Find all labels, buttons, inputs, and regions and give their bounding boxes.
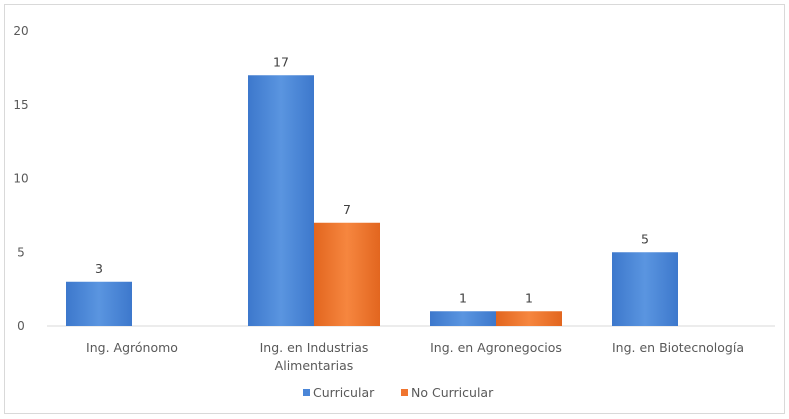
data-labels: 3 17 7 1 1 5 (95, 54, 649, 305)
legend-swatch (401, 389, 408, 396)
data-label: 1 (525, 290, 533, 305)
bars (66, 75, 678, 326)
x-category-label: Ing. en Industrias Alimentarias (260, 340, 369, 373)
data-label: 5 (641, 231, 649, 246)
x-category-label: Ing. Agrónomo (86, 340, 178, 355)
bar-curricular (430, 311, 496, 326)
legend-label: No Curricular (411, 385, 494, 400)
legend-swatch (303, 389, 310, 396)
y-tick-label: 0 (17, 319, 25, 333)
legend: Curricular No Curricular (303, 385, 494, 400)
legend-label: Curricular (313, 385, 375, 400)
x-category-label: Ing. en Agronegocios (430, 340, 562, 355)
bar-no-curricular (496, 311, 562, 326)
y-tick-label: 15 (13, 98, 28, 112)
x-category-label: Ing. en Biotecnología (612, 340, 744, 355)
y-tick-label: 10 (13, 172, 28, 186)
data-label: 3 (95, 261, 103, 276)
data-label: 1 (459, 290, 467, 305)
data-label: 17 (273, 54, 289, 69)
y-tick-label: 20 (13, 24, 28, 38)
bar-no-curricular (314, 222, 380, 326)
bar-curricular (66, 281, 132, 326)
data-label: 7 (343, 202, 351, 217)
chart-frame: 0 5 10 15 20 Ing. Agrónomo Ing. en Industrias A… (4, 4, 785, 414)
bar-curricular (248, 75, 314, 326)
y-tick-label: 5 (17, 245, 25, 259)
bar-curricular (612, 252, 678, 326)
